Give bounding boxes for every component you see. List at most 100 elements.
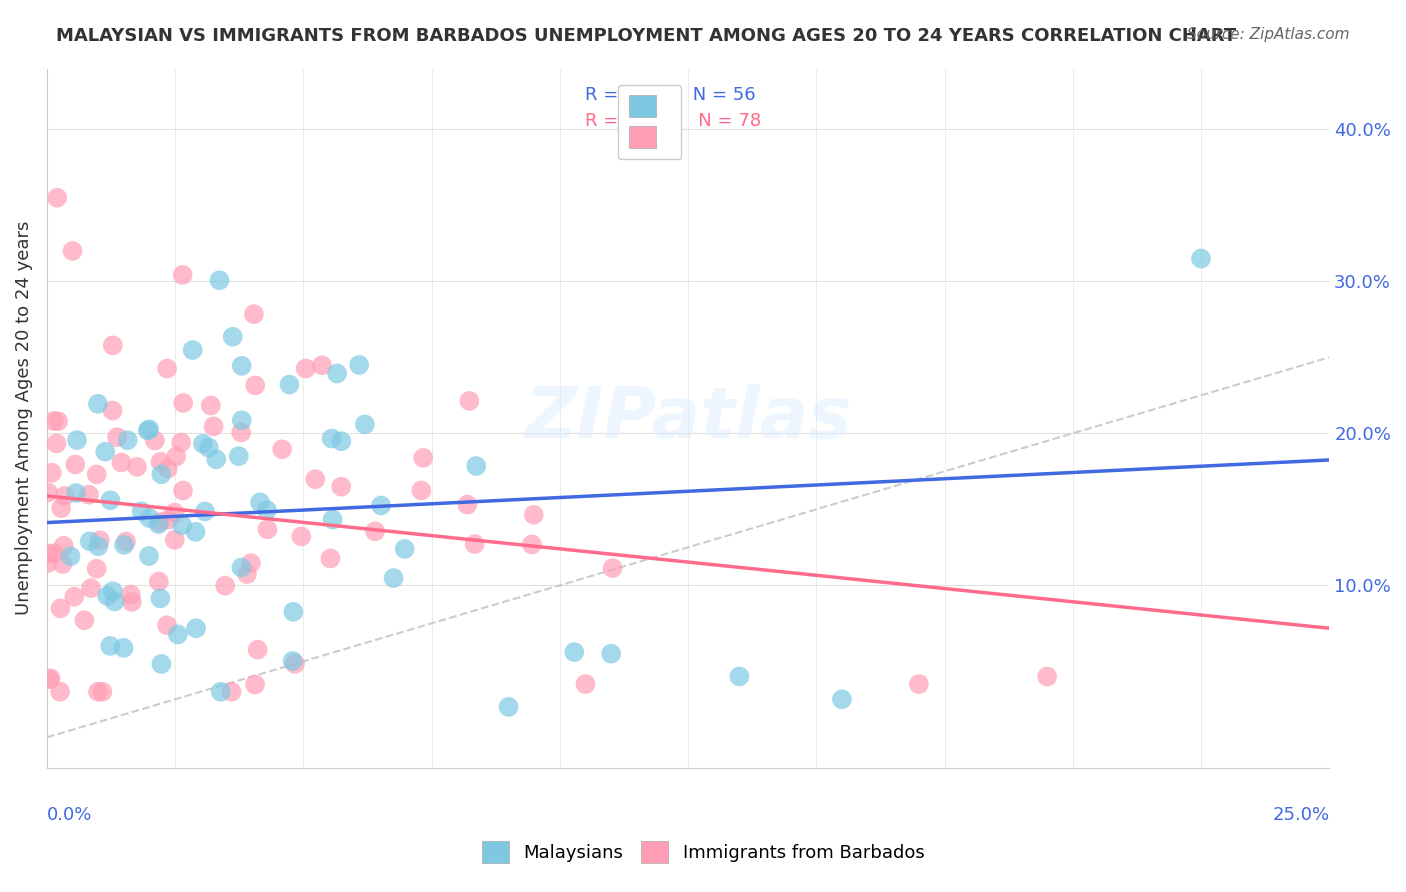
Point xyxy=(172,396,194,410)
Point xyxy=(205,452,228,467)
Point xyxy=(465,458,488,473)
Point xyxy=(246,642,269,657)
Point xyxy=(172,518,194,533)
Point xyxy=(222,330,245,344)
Point xyxy=(236,567,259,582)
Point xyxy=(172,483,194,498)
Y-axis label: Unemployment Among Ages 20 to 24 years: Unemployment Among Ages 20 to 24 years xyxy=(15,221,32,615)
Point xyxy=(94,444,117,458)
Point xyxy=(41,466,63,480)
Legend: Malaysians, Immigrants from Barbados: Malaysians, Immigrants from Barbados xyxy=(471,830,935,874)
Point xyxy=(319,551,342,566)
Point xyxy=(101,403,124,417)
Point xyxy=(138,422,160,436)
Point xyxy=(347,358,370,372)
Point xyxy=(322,512,344,526)
Point xyxy=(200,399,222,413)
Point xyxy=(138,511,160,525)
Point xyxy=(62,244,84,258)
Point xyxy=(125,459,148,474)
Point xyxy=(600,647,623,661)
Point xyxy=(167,627,190,641)
Point xyxy=(136,424,159,438)
Point xyxy=(520,537,543,551)
Point xyxy=(59,549,82,564)
Point xyxy=(37,485,59,500)
Point xyxy=(208,273,231,287)
Point xyxy=(112,538,135,552)
Point xyxy=(908,677,931,691)
Point xyxy=(87,539,110,553)
Point xyxy=(42,414,65,428)
Point xyxy=(330,480,353,494)
Point xyxy=(101,338,124,352)
Point xyxy=(39,671,62,685)
Point xyxy=(284,657,307,671)
Point xyxy=(105,430,128,444)
Point xyxy=(42,546,65,560)
Point xyxy=(394,541,416,556)
Point xyxy=(101,584,124,599)
Point xyxy=(51,557,73,571)
Point xyxy=(228,449,250,463)
Point xyxy=(150,467,173,482)
Point xyxy=(52,539,75,553)
Point xyxy=(103,594,125,608)
Text: R = 0.293   N = 56: R = 0.293 N = 56 xyxy=(585,86,756,104)
Point xyxy=(172,268,194,282)
Point xyxy=(330,434,353,449)
Point xyxy=(231,413,253,427)
Point xyxy=(249,495,271,509)
Point xyxy=(382,571,405,585)
Point xyxy=(38,672,60,686)
Point xyxy=(523,508,546,522)
Point xyxy=(498,699,520,714)
Point xyxy=(1189,252,1212,266)
Point xyxy=(231,425,253,440)
Point xyxy=(602,561,624,575)
Point xyxy=(143,434,166,448)
Point xyxy=(181,343,204,357)
Point xyxy=(243,677,266,691)
Point xyxy=(831,692,853,706)
Point xyxy=(49,601,72,615)
Point xyxy=(256,522,278,536)
Point xyxy=(353,417,375,432)
Point xyxy=(49,684,72,698)
Point xyxy=(80,581,103,595)
Point xyxy=(245,378,267,392)
Point xyxy=(209,684,232,698)
Point xyxy=(117,433,139,447)
Point xyxy=(38,546,60,560)
Point xyxy=(131,504,153,518)
Point xyxy=(115,534,138,549)
Point xyxy=(98,639,121,653)
Point xyxy=(458,393,481,408)
Point xyxy=(79,534,101,549)
Point xyxy=(149,455,172,469)
Point xyxy=(157,513,180,527)
Point xyxy=(65,486,87,500)
Point xyxy=(163,506,186,520)
Point xyxy=(165,450,187,464)
Point xyxy=(412,450,434,465)
Point xyxy=(294,361,316,376)
Point xyxy=(456,498,478,512)
Point xyxy=(364,524,387,539)
Point xyxy=(574,677,596,691)
Point xyxy=(46,191,69,205)
Point xyxy=(112,640,135,655)
Point xyxy=(148,574,170,589)
Point xyxy=(91,684,114,698)
Point xyxy=(148,517,170,532)
Point xyxy=(256,503,278,517)
Point xyxy=(86,467,108,482)
Point xyxy=(239,556,262,570)
Point xyxy=(243,307,266,321)
Point xyxy=(202,419,225,434)
Point xyxy=(370,499,392,513)
Point xyxy=(120,588,142,602)
Point xyxy=(411,483,433,498)
Point xyxy=(77,488,100,502)
Point xyxy=(163,533,186,547)
